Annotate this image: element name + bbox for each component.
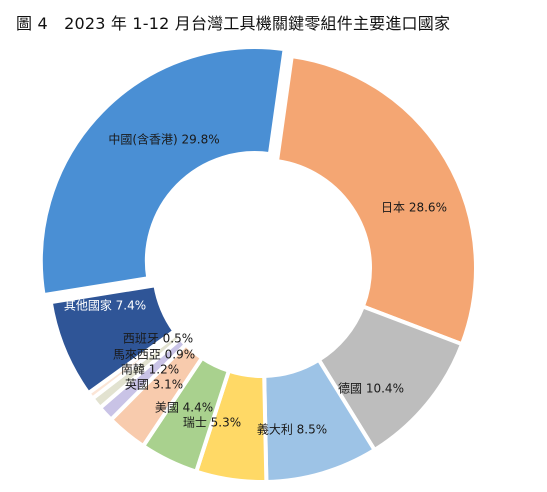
slice-日本 [275, 54, 478, 347]
slice-label-瑞士: 瑞士 5.3% [183, 416, 241, 430]
slice-label-中國(含香港): 中國(含香港) 29.8% [108, 132, 219, 147]
slice-label-南韓: 南韓 1.2% [121, 362, 179, 377]
slice-label-其他國家: 其他國家 7.4% [64, 298, 146, 313]
slice-label-英國: 英國 3.1% [125, 378, 183, 392]
slice-中國(含香港) [38, 45, 287, 298]
slice-label-日本: 日本 28.6% [381, 201, 447, 215]
slice-label-馬來西亞: 馬來西亞 0.9% [113, 348, 195, 362]
chart-title: 圖 4 2023 年 1-12 月台灣工具機關鍵零組件主要進口國家 [16, 14, 451, 33]
slice-其他國家 [48, 283, 177, 396]
slice-label-德國: 德國 10.4% [338, 381, 404, 396]
slice-label-美國: 美國 4.4% [155, 401, 213, 415]
slice-label-義大利: 義大利 8.5% [257, 422, 327, 437]
slice-label-西班牙: 西班牙 0.5% [123, 332, 193, 346]
